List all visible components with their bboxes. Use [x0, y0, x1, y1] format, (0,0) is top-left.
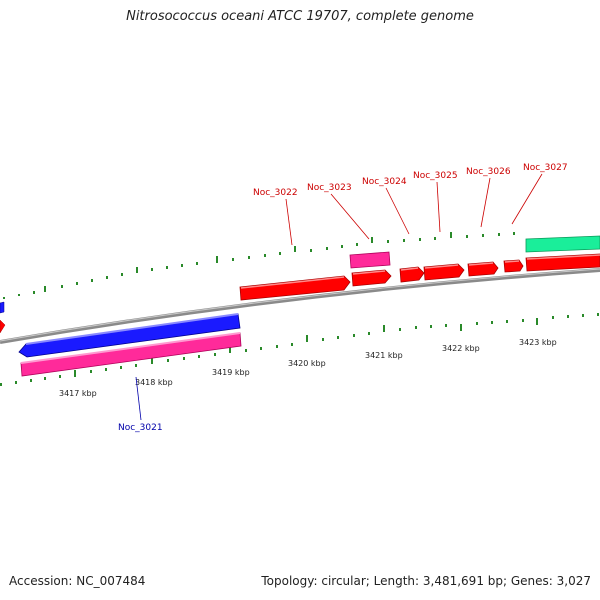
gene-feature-noc-3026[interactable]	[467, 261, 499, 277]
scale-label-3422: 3422 kbp	[442, 344, 480, 353]
gene-feature-highlight	[20, 332, 241, 364]
accession-label: Accession: NC_007484	[9, 574, 146, 588]
gene-feature-noc-3024[interactable]	[399, 266, 425, 283]
gene-feature-noc-3025[interactable]	[423, 263, 465, 281]
gene-feature-highlight	[25, 313, 239, 345]
gene-feature-right-green[interactable]	[525, 235, 600, 253]
genome-stats-label: Topology: circular; Length: 3,481,691 bp…	[261, 574, 591, 588]
gene-feature-left-blue[interactable]	[0, 301, 5, 314]
gene-label-leaders	[285, 173, 543, 246]
gene-label-noc-3024[interactable]: Noc_3024	[362, 177, 407, 187]
gene-feature-noc-3022[interactable]	[239, 275, 351, 301]
scale-label-3417: 3417 kbp	[59, 389, 97, 398]
genome-backbone-highlight	[0, 268, 600, 342]
lower-tick-ring	[0, 313, 599, 386]
gene-feature-noc-3023[interactable]	[351, 269, 392, 287]
gene-label-noc-3026[interactable]: Noc_3026	[466, 167, 511, 177]
map-title: Nitrosococcus oceani ATCC 19707, complet…	[126, 9, 474, 24]
upper-tick-ring	[3, 232, 515, 299]
gene-label-noc-3027[interactable]: Noc_3027	[523, 163, 568, 173]
gene-feature-noc-3023-rna[interactable]	[349, 251, 391, 269]
forward-feature-highlights	[240, 254, 600, 289]
gene-feature-left-red[interactable]	[0, 319, 6, 334]
gene-label-leader-noc-3021	[135, 376, 142, 421]
gene-label-noc-3022[interactable]: Noc_3022	[253, 188, 298, 198]
scale-label-3421: 3421 kbp	[365, 351, 403, 360]
gene-feature-noc-3027-small[interactable]	[503, 259, 524, 273]
scale-label-3423: 3423 kbp	[519, 338, 557, 347]
scale-label-3419: 3419 kbp	[212, 368, 250, 377]
scale-label-3418: 3418 kbp	[135, 378, 173, 387]
genome-backbone	[0, 268, 600, 344]
gene-label-noc-3025[interactable]: Noc_3025	[413, 171, 458, 181]
gene-label-noc-3021[interactable]: Noc_3021	[118, 423, 163, 433]
scale-label-3420: 3420 kbp	[288, 359, 326, 368]
gene-label-noc-3023[interactable]: Noc_3023	[307, 183, 352, 193]
